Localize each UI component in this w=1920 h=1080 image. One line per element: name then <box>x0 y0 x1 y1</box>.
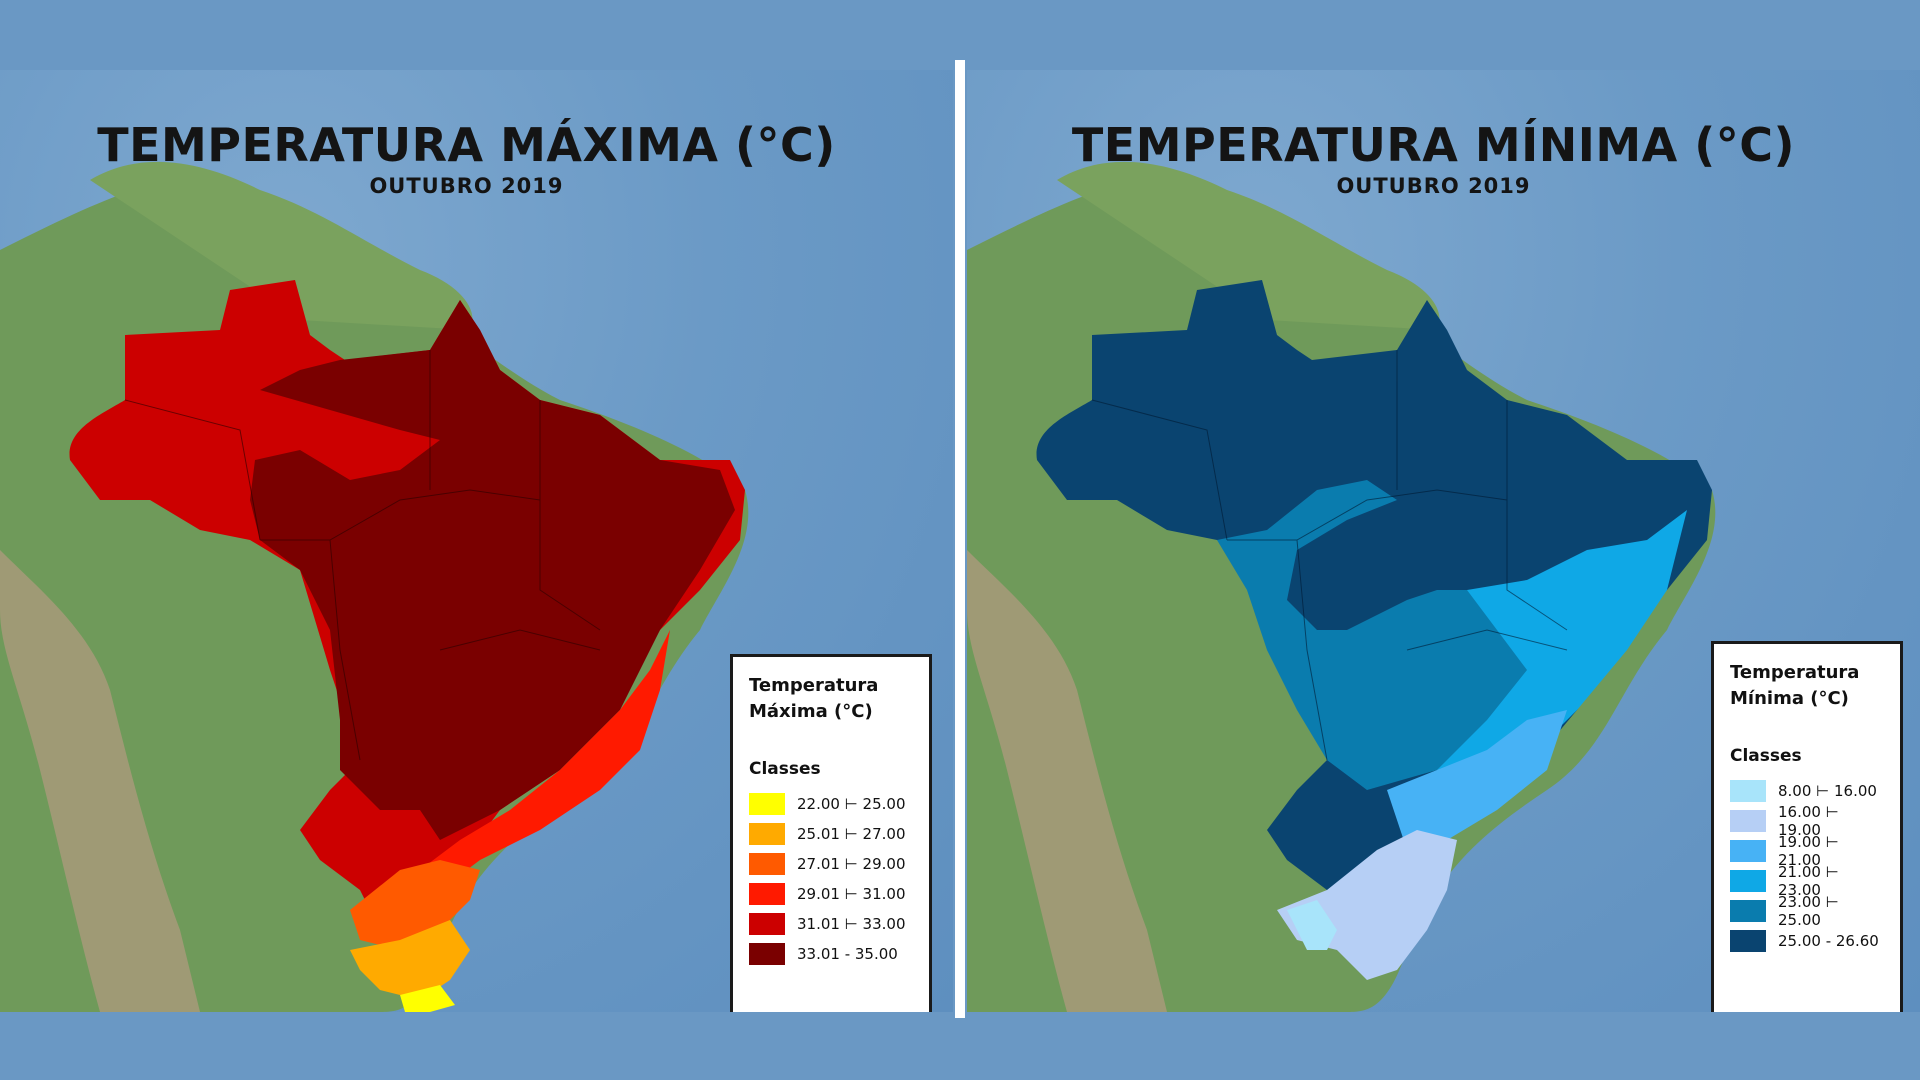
map-title: TEMPERATURA MÁXIMA (°C) <box>97 118 836 172</box>
legend-item-label: 33.01 - 35.00 <box>797 945 898 963</box>
legend-swatch <box>749 853 785 875</box>
andes-mountains <box>0 550 200 1012</box>
legend-min: Temperatura Mínima (°C) Classes 8.00 ⊢ 1… <box>1711 641 1903 1012</box>
legend-item-label: 8.00 ⊢ 16.00 <box>1778 782 1877 800</box>
region-25-27 <box>350 920 470 1000</box>
legend-item: 25.01 ⊢ 27.00 <box>749 819 913 849</box>
map-graphic-max <box>0 161 749 1012</box>
legend-item-label: 29.01 ⊢ 31.00 <box>797 885 906 903</box>
legend-title-line1: Temperatura <box>1730 662 1860 683</box>
legend-swatch <box>749 913 785 935</box>
legend-item: 31.01 ⊢ 33.00 <box>749 909 913 939</box>
map-title: TEMPERATURA MÍNIMA (°C) <box>1071 118 1796 172</box>
legend-classes-label: Classes <box>749 759 821 779</box>
northern-coast-land <box>1057 161 1440 330</box>
legend-item: 27.01 ⊢ 29.00 <box>749 849 913 879</box>
state-borders <box>1091 350 1568 761</box>
region-21-23 <box>1437 510 1687 790</box>
region-33-35 <box>250 300 735 840</box>
legend-item: 33.01 - 35.00 <box>749 939 913 969</box>
map-graphic-min <box>967 161 1716 1012</box>
legend-swatch <box>1730 900 1766 922</box>
state-borders <box>124 350 601 761</box>
region-27-29 <box>350 860 480 950</box>
legend-swatch <box>1730 810 1766 832</box>
map-panel-max-temperature: TEMPERATURA MÁXIMA (°C) OUTUBRO 2019 Tem… <box>0 70 953 1012</box>
legend-swatch <box>749 793 785 815</box>
legend-item-label: 22.00 ⊢ 25.00 <box>797 795 906 813</box>
legend-item-label: 23.00 ⊢ 25.00 <box>1778 893 1839 929</box>
region-19-21 <box>1387 710 1567 850</box>
legend-item: 22.00 ⊢ 25.00 <box>749 789 913 819</box>
legend-title-line1: Temperatura <box>749 675 879 696</box>
legend-rows: 8.00 ⊢ 16.00 16.00 ⊢ 19.00 19.00 ⊢ 21.00 21… <box>1730 776 1884 956</box>
map-subtitle: OUTUBRO 2019 <box>369 174 564 198</box>
legend-item: 8.00 ⊢ 16.00 <box>1730 776 1884 806</box>
legend-item-label: 16.00 ⊢ 19.00 <box>1778 803 1839 839</box>
region-22-25 <box>400 985 455 1012</box>
map-subtitle: OUTUBRO 2019 <box>1336 174 1531 198</box>
northern-coast-land <box>90 161 473 330</box>
region-8-16 <box>1287 900 1337 950</box>
legend-swatch <box>1730 840 1766 862</box>
legend-item: 23.00 ⊢ 25.00 <box>1730 893 1884 929</box>
andes-mountains <box>967 550 1167 1012</box>
legend-item: 19.00 ⊢ 21.00 <box>1730 833 1884 869</box>
legend-item-label: 19.00 ⊢ 21.00 <box>1778 833 1839 869</box>
legend-title-line2: Mínima (°C) <box>1730 688 1849 709</box>
legend-item: 29.01 ⊢ 31.00 <box>749 879 913 909</box>
legend-swatch <box>1730 870 1766 892</box>
legend-item-label: 25.01 ⊢ 27.00 <box>797 825 906 843</box>
map-panel-min-temperature: TEMPERATURA MÍNIMA (°C) OUTUBRO 2019 Tem… <box>967 70 1920 1012</box>
legend-item-label: 21.00 ⊢ 23.00 <box>1778 863 1839 899</box>
panel-divider <box>955 60 965 1018</box>
legend-swatch <box>1730 780 1766 802</box>
legend-item-label: 25.00 - 26.60 <box>1778 932 1879 950</box>
legend-swatch <box>749 823 785 845</box>
legend-item: 25.00 - 26.60 <box>1730 926 1884 956</box>
legend-item-label: 27.01 ⊢ 29.00 <box>797 855 906 873</box>
legend-swatch <box>749 883 785 905</box>
legend-item: 16.00 ⊢ 19.00 <box>1730 803 1884 839</box>
legend-title-line2: Máxima (°C) <box>749 701 873 722</box>
legend-max: Temperatura Máxima (°C) Classes 22.00 ⊢ … <box>730 654 932 1012</box>
legend-swatch <box>1730 930 1766 952</box>
legend-rows: 22.00 ⊢ 25.00 25.01 ⊢ 27.00 27.01 ⊢ 29.00 2… <box>749 789 913 969</box>
legend-item: 21.00 ⊢ 23.00 <box>1730 863 1884 899</box>
legend-swatch <box>749 943 785 965</box>
legend-item-label: 31.01 ⊢ 33.00 <box>797 915 906 933</box>
legend-classes-label: Classes <box>1730 746 1802 766</box>
